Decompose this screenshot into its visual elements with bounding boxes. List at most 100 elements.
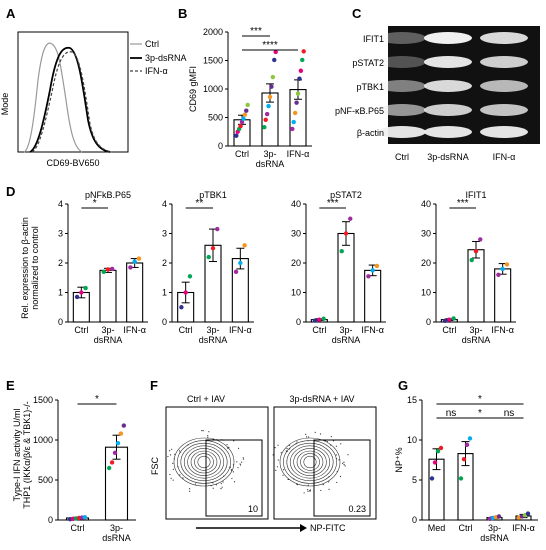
y-tick-label: 15: [407, 395, 417, 405]
flow-event: [272, 454, 274, 456]
data-point: [183, 290, 188, 295]
flow-title-dsrna: 3p-dsRNA + IAV: [289, 394, 354, 404]
flow-event: [307, 488, 309, 491]
significance-label: *: [478, 408, 482, 419]
category-label: 3p-: [206, 325, 219, 335]
flow-event: [189, 490, 191, 492]
flow-event: [282, 469, 285, 471]
blot-band: [424, 126, 472, 138]
data-point: [187, 274, 193, 279]
data-point: [121, 423, 127, 428]
blot-band: [480, 80, 528, 92]
blot-bands: [378, 32, 528, 138]
y-tick-label: 20: [421, 258, 431, 268]
flow-contour-ring: [180, 442, 228, 482]
flow-event: [231, 469, 233, 471]
flow-contour-ring: [173, 437, 235, 487]
panel-e-ylabel-2: THP1 (IKKα/β/ε & TBK1)-/-: [22, 401, 32, 508]
data-point: [106, 465, 112, 471]
flow-event: [171, 448, 173, 450]
data-point: [273, 49, 278, 55]
flow-frame-dsrna: [273, 406, 377, 520]
panel-d-ylabel-1: Rel. expression to β-actin: [20, 217, 30, 319]
y-tick-label: 1: [162, 288, 167, 298]
flow-event: [179, 451, 181, 453]
flow-event: [239, 464, 242, 466]
category-label: IFN-α: [512, 523, 535, 533]
category-label: Ctrl: [442, 325, 456, 335]
blot-band: [480, 32, 528, 44]
flow-event: [231, 477, 233, 480]
data-point: [264, 111, 270, 117]
data-point: [262, 124, 267, 130]
blot-lane-dsrna: 3p-dsRNA: [427, 152, 469, 162]
chart-b: 0 500 1000 1500 2000 CD69 gMFI Ctrl 3p-dsRNAIFN…: [188, 26, 312, 169]
category-label: dsRNA: [199, 335, 228, 345]
y-tick-label: 30: [291, 229, 301, 239]
bar: [364, 269, 382, 323]
flow-event: [210, 485, 212, 487]
y-tick-label: 0: [426, 317, 431, 327]
flow-contour-ring: [283, 440, 337, 484]
data-point: [294, 100, 299, 105]
flow-event: [296, 483, 298, 485]
flow-event: [169, 473, 171, 476]
flow-event: [201, 429, 203, 432]
bar: [494, 268, 512, 323]
flow-event: [307, 490, 309, 492]
category-label: 3p-: [101, 325, 114, 335]
y-tick-label: 0: [218, 141, 223, 151]
flow-contour-ring: [289, 445, 331, 479]
flow-event: [239, 463, 241, 465]
flow-event: [280, 452, 282, 454]
data-point: [109, 460, 115, 465]
data-point: [496, 272, 501, 277]
y-tick-label: 1000: [203, 84, 223, 94]
category-label: Ctrl: [459, 523, 473, 533]
flow-event: [328, 488, 330, 490]
blot-row-ptbk1: pTBK1: [356, 82, 384, 92]
data-point: [269, 84, 274, 89]
data-point: [478, 237, 483, 242]
data-point: [263, 117, 268, 122]
flow-event: [242, 458, 245, 460]
data-point: [300, 57, 305, 63]
flow-contour-ring: [190, 450, 218, 474]
flow-contour-ring: [300, 453, 320, 471]
category-label: 3p-: [488, 523, 501, 533]
flow-event: [336, 470, 338, 473]
chart-title: pTBK1: [199, 190, 227, 200]
blot-lane-ifn: IFN-α: [493, 152, 516, 162]
flow-contour-ring: [296, 450, 324, 474]
data-point: [500, 266, 505, 272]
data-point: [343, 231, 349, 236]
flow-event: [207, 436, 209, 438]
histogram-xlabel: CD69-BV650: [46, 158, 99, 168]
histogram-ctrl-line: [23, 42, 83, 153]
flow-event: [227, 447, 229, 449]
significance-label: *: [93, 198, 97, 209]
flow-event: [169, 450, 171, 452]
flow-event: [276, 466, 279, 468]
blot-lane-ctrl: Ctrl: [395, 152, 409, 162]
blot-row-ifit1: IFIT1: [363, 34, 384, 44]
y-tick-label: 3: [58, 229, 63, 239]
flow-event: [314, 431, 316, 433]
data-point: [267, 94, 273, 100]
flow-event: [172, 479, 174, 481]
flow-event: [220, 488, 222, 490]
y-tick-label: 4: [58, 199, 63, 209]
data-point: [83, 285, 88, 291]
category-label: IFN-α: [287, 149, 310, 159]
data-point: [504, 262, 510, 267]
flow-event: [328, 481, 330, 483]
flow-event: [232, 471, 235, 473]
y-tick-label: 30: [421, 229, 431, 239]
y-tick-label: 3: [162, 229, 167, 239]
blot-band: [378, 104, 426, 116]
data-point: [442, 318, 448, 324]
